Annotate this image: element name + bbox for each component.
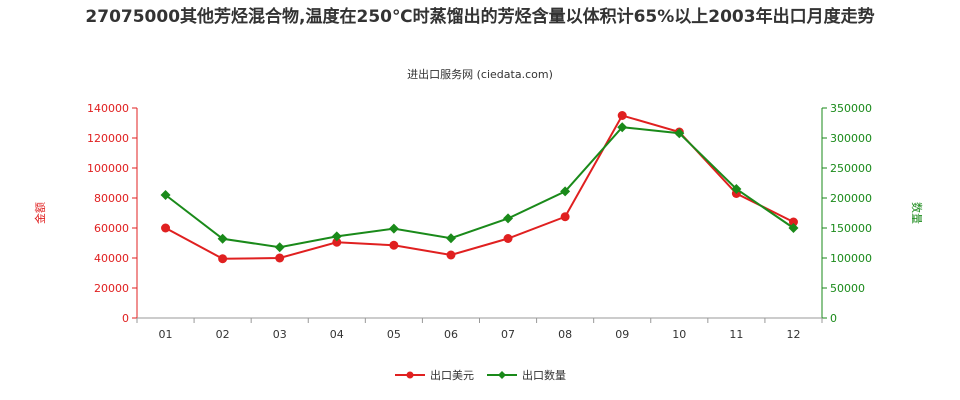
x-tick-label: 02: [216, 328, 230, 341]
series-1-point: [446, 250, 456, 260]
series-2-point: [503, 213, 514, 224]
x-tick-label: 01: [159, 328, 173, 341]
x-tick-label: 11: [729, 328, 743, 341]
y-left-tick-label: 40000: [94, 252, 129, 265]
x-tick-label: 10: [672, 328, 686, 341]
y-right-tick-label: 100000: [830, 252, 872, 265]
series-2-point: [788, 223, 799, 233]
x-tick-label: 12: [786, 328, 800, 341]
y-left-tick-label: 120000: [87, 132, 129, 145]
y-right-tick-label: 200000: [830, 192, 872, 205]
series-1-point: [617, 111, 627, 120]
series-2-point: [617, 122, 628, 133]
legend-marker-2: [498, 371, 506, 379]
y-right-tick-label: 300000: [830, 132, 872, 145]
y-right-tick-label: 150000: [830, 222, 872, 235]
y-axis-right-label: 数量: [910, 202, 923, 224]
y-left-tick-label: 100000: [87, 162, 129, 175]
series-2-point: [445, 233, 456, 244]
legend-marker-1: [406, 371, 414, 379]
chart-axes: 0 20000 40000 60000 80000 100000 120000 140000 0…: [87, 102, 872, 341]
chart-legend: 出口美元 出口数量: [395, 368, 566, 382]
x-tick-label: 04: [330, 328, 344, 341]
series-2-point: [674, 128, 685, 139]
legend-label-1: 出口美元: [430, 368, 474, 382]
series-2-point: [217, 233, 228, 244]
x-tick-label: 05: [387, 328, 401, 341]
y-right-tick-label: 0: [830, 312, 837, 325]
y-right-tick-label: 250000: [830, 162, 872, 175]
series-1-point: [275, 253, 285, 263]
series-2-point: [388, 223, 399, 234]
y-right-tick-label: 50000: [830, 282, 865, 295]
series-2-point: [731, 184, 742, 194]
series-1-point: [389, 240, 399, 250]
series-1-point: [218, 254, 228, 264]
series-2-point: [160, 190, 171, 200]
series-1-point: [332, 237, 342, 247]
x-tick-label: 08: [558, 328, 572, 341]
x-tick-label: 06: [444, 328, 458, 341]
series-2-point: [331, 231, 342, 242]
y-left-tick-label: 60000: [94, 222, 129, 235]
chart-series: [160, 111, 799, 264]
series-1-point: [788, 217, 798, 227]
series-line-1: [165, 114, 794, 260]
chart-subtitle: 进出口服务网 (ciedata.com): [407, 68, 553, 81]
y-axis-left-label: 金额: [33, 202, 47, 224]
legend-label-2: 出口数量: [522, 368, 566, 382]
x-tick-label: 09: [615, 328, 629, 341]
y-left-tick-label: 80000: [94, 192, 129, 205]
series-1-point: [503, 234, 513, 243]
series-line-2: [164, 126, 795, 249]
series-1-point: [560, 212, 570, 222]
x-tick-label: 03: [273, 328, 287, 341]
series-2-point: [274, 242, 285, 253]
series-2-point: [560, 186, 571, 197]
chart-title: 27075000其他芳烃混合物,温度在250℃时蒸馏出的芳烃含量以体积计65%以…: [85, 7, 875, 27]
y-left-tick-label: 20000: [94, 282, 129, 295]
y-left-tick-label: 140000: [87, 102, 129, 115]
y-left-tick-label: 0: [122, 312, 129, 325]
series-1-point: [161, 223, 171, 233]
y-right-tick-label: 350000: [830, 102, 872, 115]
x-tick-label: 07: [501, 328, 515, 341]
